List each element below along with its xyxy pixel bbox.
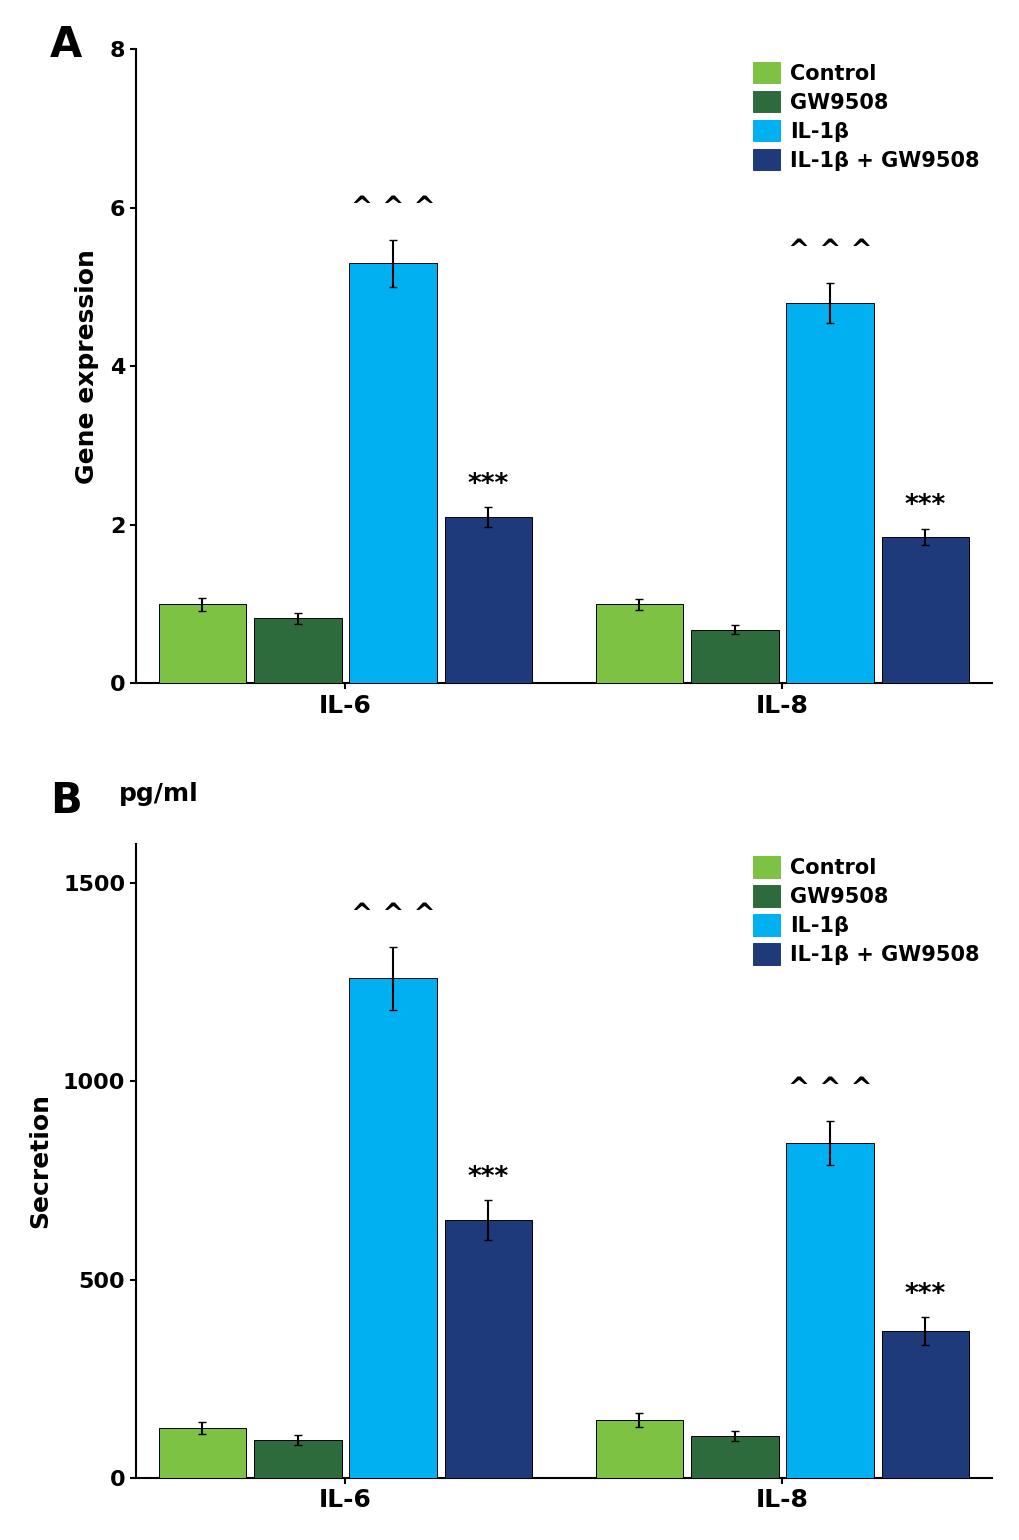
Legend: Control, GW9508, IL-1β, IL-1β + GW9508: Control, GW9508, IL-1β, IL-1β + GW9508 [744, 849, 987, 973]
Bar [786, 303, 873, 684]
Bar [348, 978, 436, 1478]
Bar [254, 619, 341, 684]
Y-axis label: Secretion: Secretion [28, 1093, 52, 1229]
Bar [444, 1220, 532, 1478]
Bar [158, 604, 246, 684]
Bar [690, 630, 777, 684]
Text: ^ ^ ^: ^ ^ ^ [787, 1076, 871, 1103]
Bar [690, 1437, 777, 1478]
Bar [880, 1331, 968, 1478]
Bar [158, 1428, 246, 1478]
Bar [880, 537, 968, 684]
Bar [786, 1143, 873, 1478]
Bar [348, 263, 436, 684]
Text: ***: *** [904, 493, 946, 519]
Legend: Control, GW9508, IL-1β, IL-1β + GW9508: Control, GW9508, IL-1β, IL-1β + GW9508 [744, 54, 987, 179]
Text: B: B [50, 781, 82, 822]
Text: ^ ^ ^: ^ ^ ^ [351, 194, 435, 220]
Text: ***: *** [904, 1281, 946, 1307]
Bar [254, 1440, 341, 1478]
Text: ^ ^ ^: ^ ^ ^ [787, 239, 871, 265]
Text: pg/ml: pg/ml [118, 782, 198, 805]
Bar [595, 604, 683, 684]
Text: ***: *** [468, 471, 508, 497]
Text: ^ ^ ^: ^ ^ ^ [351, 902, 435, 927]
Y-axis label: Gene expression: Gene expression [74, 249, 99, 484]
Bar [595, 1420, 683, 1478]
Text: A: A [50, 25, 83, 66]
Text: ***: *** [468, 1164, 508, 1190]
Bar [444, 517, 532, 684]
